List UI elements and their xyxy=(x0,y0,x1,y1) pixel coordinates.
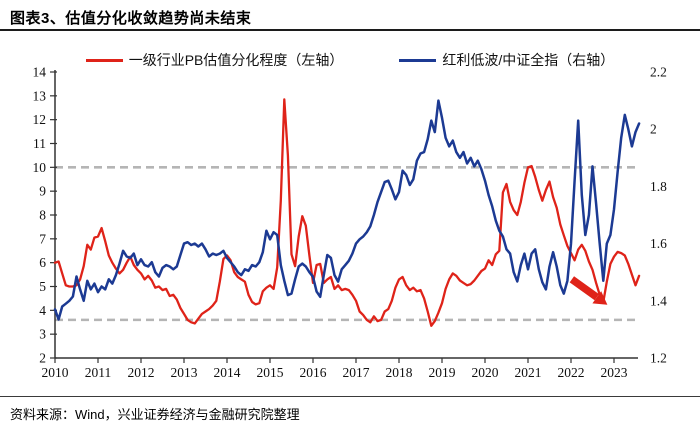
svg-text:12: 12 xyxy=(33,112,47,127)
svg-text:2015: 2015 xyxy=(257,365,284,380)
legend-line-blue-icon xyxy=(399,58,437,62)
svg-text:2.2: 2.2 xyxy=(650,65,667,80)
svg-text:2020: 2020 xyxy=(472,365,499,380)
svg-text:2011: 2011 xyxy=(85,365,112,380)
svg-text:5: 5 xyxy=(39,279,46,294)
legend-label-blue-series: 红利低波/中证全指（右轴） xyxy=(442,52,615,68)
svg-text:2013: 2013 xyxy=(171,365,198,380)
figure-title-bar: 图表3、估值分化收敛趋势尚未结束 xyxy=(0,0,700,31)
svg-text:9: 9 xyxy=(39,184,46,199)
svg-text:8: 8 xyxy=(39,208,46,223)
svg-text:2010: 2010 xyxy=(42,365,69,380)
svg-text:2: 2 xyxy=(39,351,46,366)
svg-text:1.8: 1.8 xyxy=(650,179,667,194)
svg-text:2019: 2019 xyxy=(429,365,456,380)
legend-line-red-icon xyxy=(85,58,123,62)
legend-label-red-series: 一级行业PB估值分化程度（左轴） xyxy=(128,52,344,68)
svg-text:4: 4 xyxy=(39,303,46,318)
svg-text:10: 10 xyxy=(33,160,47,175)
svg-text:14: 14 xyxy=(33,65,47,80)
svg-text:6: 6 xyxy=(39,255,46,270)
figure-title: 图表3、估值分化收敛趋势尚未结束 xyxy=(10,10,252,27)
svg-text:11: 11 xyxy=(33,136,46,151)
svg-text:2021: 2021 xyxy=(515,365,542,380)
svg-text:2014: 2014 xyxy=(214,365,241,380)
legend-item-red-series: 一级行业PB估值分化程度（左轴） xyxy=(85,50,344,70)
svg-text:2016: 2016 xyxy=(300,365,327,380)
svg-text:2017: 2017 xyxy=(343,365,370,380)
svg-text:1.4: 1.4 xyxy=(650,293,667,308)
svg-text:1.2: 1.2 xyxy=(650,351,667,366)
svg-text:2: 2 xyxy=(650,122,657,137)
svg-text:2018: 2018 xyxy=(386,365,413,380)
legend-item-blue-series: 红利低波/中证全指（右轴） xyxy=(399,50,614,70)
svg-text:1.6: 1.6 xyxy=(650,236,667,251)
source-note: 资料来源：Wind，兴业证券经济与金融研究院整理 xyxy=(10,407,300,422)
chart-legend: 一级行业PB估值分化程度（左轴） 红利低波/中证全指（右轴） xyxy=(0,50,700,70)
svg-text:2023: 2023 xyxy=(601,365,628,380)
source-bar: 资料来源：Wind，兴业证券经济与金融研究院整理 xyxy=(0,396,700,433)
svg-text:13: 13 xyxy=(33,88,47,103)
svg-text:3: 3 xyxy=(39,327,46,342)
svg-text:2012: 2012 xyxy=(128,365,155,380)
svg-text:7: 7 xyxy=(39,231,46,246)
svg-text:2022: 2022 xyxy=(558,365,585,380)
